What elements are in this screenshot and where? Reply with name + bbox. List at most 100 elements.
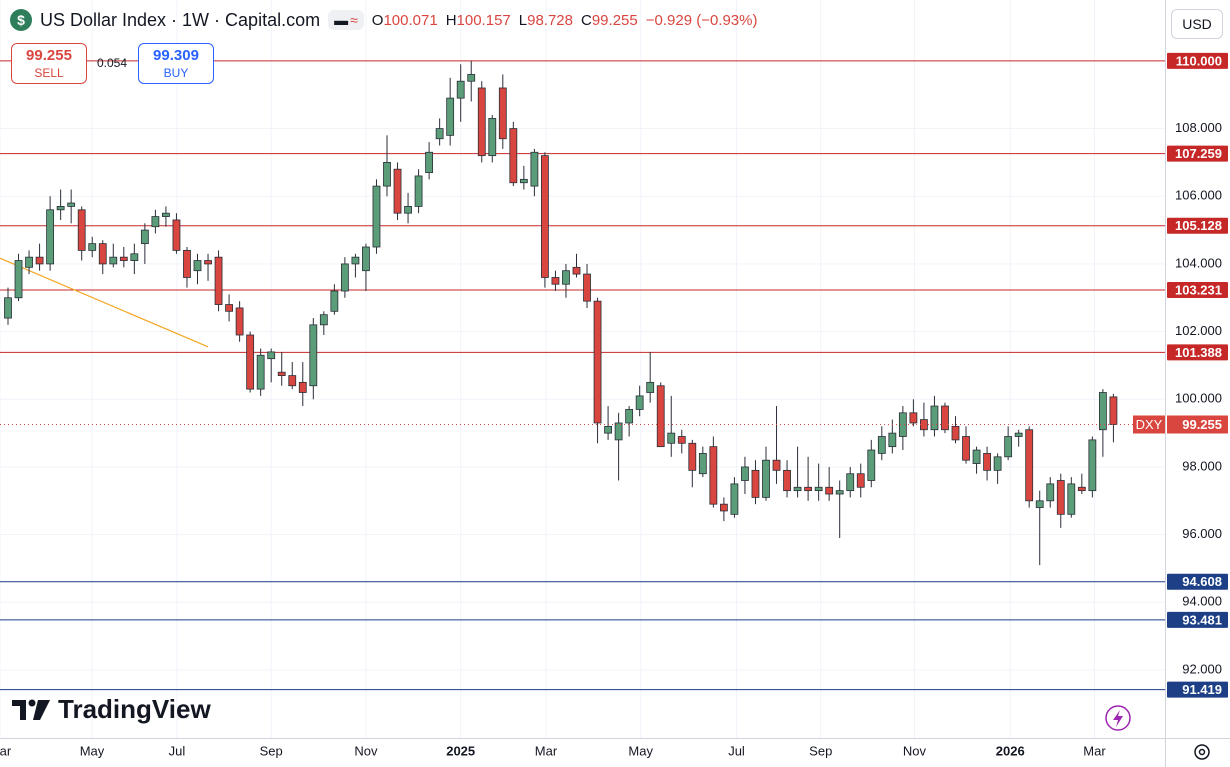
plot-layer — [0, 60, 1165, 691]
candle-body — [1056, 480, 1065, 515]
candle-body — [162, 212, 170, 217]
candle-body — [372, 185, 381, 248]
candle-body — [393, 168, 402, 214]
candle-body — [877, 436, 886, 454]
candle-body — [804, 486, 813, 492]
candle-body — [972, 449, 981, 464]
candle-body — [309, 324, 318, 387]
candle-body — [835, 490, 844, 495]
ohlc-item: H100.157 — [446, 12, 511, 29]
level-label-box — [1167, 681, 1228, 698]
sell-label: SELL — [34, 66, 64, 80]
lightning-icon — [1113, 710, 1123, 727]
candle-body — [783, 469, 791, 492]
candle-body — [119, 256, 128, 261]
level-label: 101.388 — [1175, 345, 1222, 360]
candle-body — [130, 253, 139, 261]
symbol-title[interactable]: US Dollar Index · 1W · Capital.com — [40, 9, 321, 30]
candle-body — [509, 128, 518, 184]
candle-body — [867, 449, 876, 481]
candle-body — [456, 80, 465, 99]
sell-price: 99.255 — [26, 47, 72, 64]
ohlc-item: O100.071 — [372, 12, 438, 29]
candle-body — [993, 456, 1002, 471]
x-tick-label: 2026 — [996, 743, 1025, 758]
y-tick-label: 104.000 — [1175, 255, 1222, 270]
candle-body — [109, 256, 118, 265]
candle-body — [709, 446, 718, 505]
candle-body — [425, 151, 434, 173]
level-label: 103.231 — [1175, 282, 1222, 297]
candle-body — [435, 128, 444, 140]
candle-body — [951, 425, 960, 441]
candle-body — [288, 375, 297, 387]
candle-body — [772, 459, 781, 471]
ohlc-label: L — [518, 11, 528, 29]
candle-body — [1088, 439, 1097, 492]
x-tick-label: 2025 — [446, 743, 475, 758]
candle-body — [1109, 396, 1118, 425]
candle-body — [888, 432, 897, 448]
candle-body — [635, 395, 644, 410]
axis-layer: 92.000 94.000 96.000 98.000 100.000 102.000 10… — [0, 52, 1228, 758]
candle-body — [277, 371, 286, 376]
y-tick-label: 96.000 — [1182, 526, 1222, 541]
indicator-toggle[interactable]: ▬ ≈ — [328, 10, 364, 30]
candle-body — [1025, 429, 1034, 502]
level-label-box — [1167, 281, 1228, 298]
ohlc-value: 100.157 — [456, 11, 511, 29]
candle-body — [1077, 486, 1086, 492]
settings-button[interactable] — [1194, 744, 1210, 760]
candle-body — [519, 178, 528, 184]
candle-body — [909, 412, 918, 424]
candle-body — [67, 202, 76, 207]
currency-button[interactable]: USD — [1171, 9, 1223, 39]
level-label: 105.128 — [1175, 218, 1222, 233]
level-label-box — [1167, 344, 1228, 361]
last-price-label: 99.255 — [1182, 417, 1222, 432]
candle-body — [1098, 392, 1107, 431]
buy-price: 99.309 — [153, 47, 199, 64]
x-tick-label: Mar — [0, 743, 12, 758]
candle-body — [646, 381, 655, 393]
candle-body — [404, 206, 412, 214]
x-tick-label: May — [628, 743, 653, 758]
candle-body — [77, 209, 86, 251]
candle-body — [225, 304, 233, 312]
x-tick-label: Mar — [1083, 743, 1106, 758]
lightning-button[interactable] — [1105, 705, 1131, 731]
candle-body — [172, 219, 181, 251]
candle-body — [414, 175, 423, 207]
candle-body — [298, 381, 307, 393]
x-tick-label: Sep — [809, 743, 832, 758]
x-tick-label: Jul — [169, 743, 186, 758]
header: $ US Dollar Index · 1W · Capital.com ▬ ≈ … — [10, 9, 757, 31]
candle-body — [246, 334, 255, 390]
symbol-icon: $ — [10, 9, 32, 31]
level-label: 110.000 — [1176, 53, 1222, 68]
candle-body — [572, 266, 581, 275]
x-tick-label: May — [80, 743, 105, 758]
candle-body — [488, 118, 497, 157]
ohlc-label: H — [445, 11, 457, 29]
candle-body — [614, 422, 623, 441]
candle-body — [467, 74, 476, 82]
candle-body — [625, 409, 634, 424]
ohlc-item: L98.728 — [519, 12, 573, 29]
logo-mark — [12, 699, 50, 720]
candle-body — [793, 486, 802, 492]
candle-body — [362, 246, 370, 272]
candle-body — [730, 483, 739, 515]
y-tick-label: 92.000 — [1182, 661, 1222, 676]
candle-body — [1067, 483, 1076, 515]
ohlc-value: 98.728 — [527, 11, 573, 29]
sell-button[interactable]: 99.255 SELL — [11, 43, 87, 84]
candle-body — [214, 256, 223, 305]
candle-body — [446, 97, 455, 136]
level-label-box — [1167, 611, 1228, 628]
level-label: 91.419 — [1182, 682, 1222, 697]
buy-button[interactable]: 99.309 BUY — [138, 43, 214, 84]
candle-body — [140, 229, 149, 245]
